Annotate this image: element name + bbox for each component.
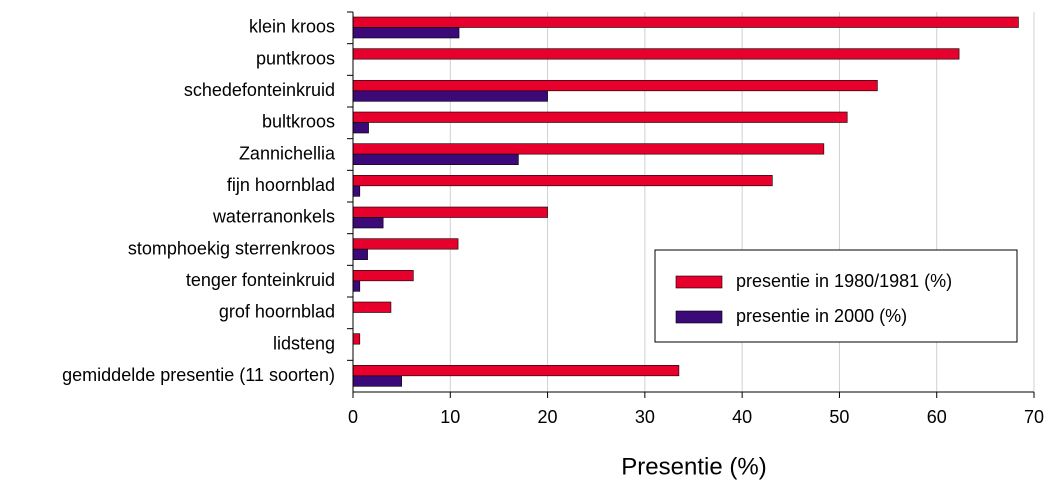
x-tick-label: 10 — [440, 407, 460, 427]
y-tick-label: lidsteng — [273, 333, 335, 353]
y-tick-label: stomphoekig sterrenkroos — [128, 238, 335, 258]
legend-label: presentie in 2000 (%) — [736, 306, 907, 326]
x-tick-label: 70 — [1024, 407, 1044, 427]
bar — [352, 248, 368, 260]
y-tick-label: puntkroos — [256, 48, 335, 68]
bar — [352, 217, 384, 229]
y-tick-label: bultkroos — [262, 112, 335, 132]
y-tick-label: tenger fonteinkruid — [186, 270, 335, 290]
y-tick-label: fijn hoornblad — [227, 175, 335, 195]
bar — [352, 27, 460, 39]
bar — [352, 206, 548, 218]
bar — [352, 153, 519, 165]
x-tick-label: 20 — [538, 407, 558, 427]
bar — [352, 375, 402, 387]
bar — [352, 122, 369, 134]
x-tick-label: 40 — [732, 407, 752, 427]
x-axis-title: Presentie (%) — [621, 453, 766, 480]
bar — [352, 80, 878, 92]
legend-swatch — [675, 310, 723, 324]
x-tick-label: 30 — [635, 407, 655, 427]
y-tick-label: klein kroos — [249, 17, 335, 37]
bar — [352, 365, 680, 377]
bar — [352, 301, 392, 313]
bar — [352, 143, 825, 155]
bar — [352, 238, 459, 250]
bar — [352, 111, 848, 123]
y-tick-label: grof hoornblad — [219, 302, 335, 322]
x-tick-label: 0 — [348, 407, 358, 427]
y-tick-label: schedefonteinkruid — [184, 80, 335, 100]
bar — [352, 16, 1019, 28]
bar — [352, 90, 548, 102]
y-tick-label: waterranonkels — [212, 207, 335, 227]
bar — [352, 185, 361, 197]
bar — [352, 280, 361, 292]
y-tick-label: Zannichellia — [239, 143, 336, 163]
legend-swatch — [675, 275, 723, 289]
legend-box — [654, 249, 1018, 343]
bar — [352, 175, 773, 187]
bar — [352, 333, 361, 345]
y-tick-label: gemiddelde presentie (11 soorten) — [62, 365, 335, 385]
bar — [352, 270, 414, 282]
x-tick-label: 60 — [927, 407, 947, 427]
x-tick-label: 50 — [829, 407, 849, 427]
legend-label: presentie in 1980/1981 (%) — [736, 271, 952, 291]
bar — [352, 48, 960, 60]
